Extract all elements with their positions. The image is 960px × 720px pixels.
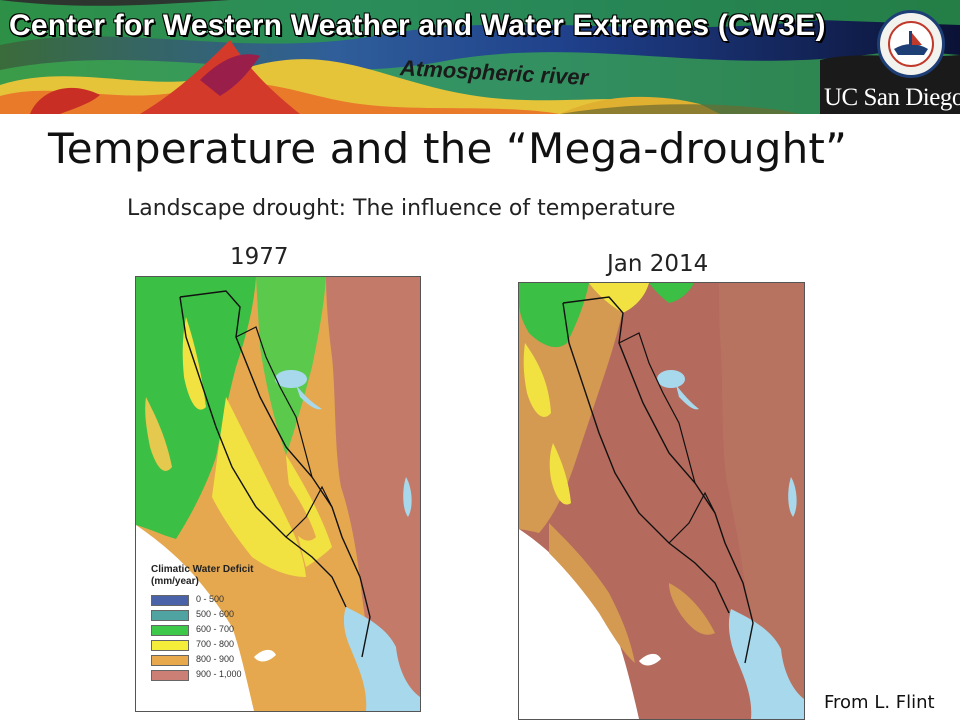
- legend-label: 600 - 700: [196, 624, 235, 634]
- source-credit: From L. Flint: [824, 692, 935, 713]
- map-jan-2014: [518, 282, 805, 720]
- legend-swatch: [151, 655, 189, 666]
- climatic-water-deficit-legend: Climatic Water Deficit (mm/year) 0 - 500…: [151, 564, 271, 683]
- legend-label: 700 - 800: [196, 639, 235, 649]
- legend-label: 900 - 1,000: [196, 669, 242, 679]
- slide-title: Temperature and the “Mega-drought”: [48, 124, 848, 173]
- legend-item: 500 - 600: [151, 608, 271, 623]
- map-1977: Climatic Water Deficit (mm/year) 0 - 500…: [135, 276, 421, 712]
- slide-subtitle: Landscape drought: The influence of temp…: [127, 196, 676, 221]
- legend-item: 0 - 500: [151, 593, 271, 608]
- legend-label: 0 - 500: [196, 594, 225, 604]
- atmospheric-river-satellite-image: [0, 0, 960, 114]
- banner-title: Center for Western Weather and Water Ext…: [9, 9, 826, 42]
- legend-item: 900 - 1,000: [151, 668, 271, 683]
- legend-swatch: [151, 610, 189, 621]
- legend-title: Climatic Water Deficit (mm/year): [151, 564, 254, 587]
- map-1977-year-label: 1977: [230, 244, 289, 270]
- legend-item: 600 - 700: [151, 623, 271, 638]
- legend-swatch: [151, 625, 189, 636]
- map-jan-2014-image: [519, 283, 804, 719]
- scripps-seal-icon: [877, 10, 945, 78]
- uc-san-diego-logo: UC San Diego: [824, 84, 960, 111]
- legend-swatch: [151, 595, 189, 606]
- legend-label: 800 - 900: [196, 654, 235, 664]
- legend-item: 700 - 800: [151, 638, 271, 653]
- header-banner: Center for Western Weather and Water Ext…: [0, 0, 960, 114]
- legend-item: 800 - 900: [151, 653, 271, 668]
- legend-swatch: [151, 640, 189, 651]
- map-1977-image: [136, 277, 420, 711]
- map-2014-year-label: Jan 2014: [607, 251, 709, 277]
- legend-swatch: [151, 670, 189, 681]
- legend-label: 500 - 600: [196, 609, 235, 619]
